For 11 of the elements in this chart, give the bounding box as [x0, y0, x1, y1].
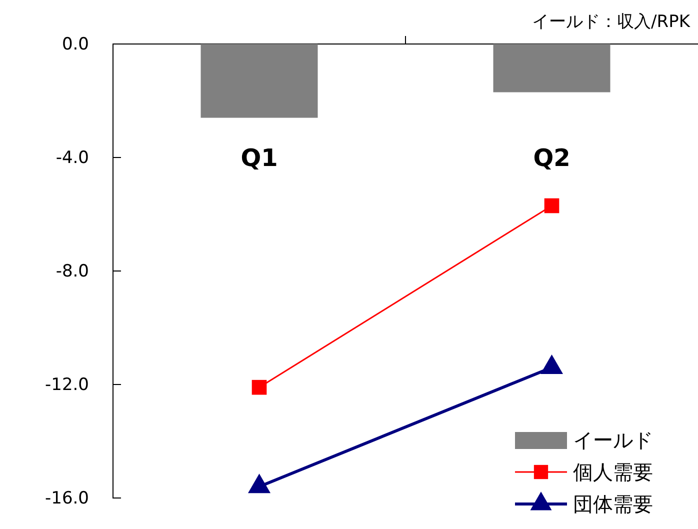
- y-tick-label: 0.0: [62, 34, 89, 54]
- y-tick-label: -8.0: [56, 261, 89, 282]
- y-tick-label: -4.0: [56, 148, 89, 168]
- y-tick-label: -16.0: [45, 488, 89, 508]
- y-tick-label: -12.0: [45, 374, 89, 395]
- legend-label: 個人需要: [573, 460, 653, 484]
- x-tick-label: Q1: [240, 144, 278, 172]
- x-tick-label: Q2: [533, 144, 570, 172]
- legend-label: イールド: [573, 428, 653, 452]
- legend-label: 団体需要: [573, 492, 653, 516]
- text: イールド：収入/RPK: [532, 12, 691, 32]
